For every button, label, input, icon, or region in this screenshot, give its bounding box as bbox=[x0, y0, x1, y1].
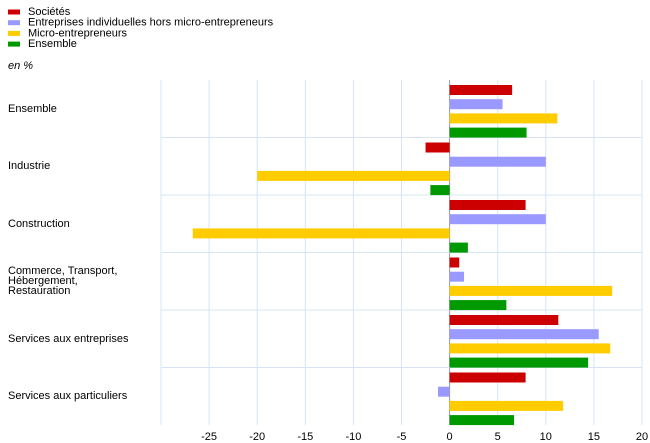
bar bbox=[449, 200, 526, 210]
legend-swatch bbox=[8, 9, 20, 15]
bar bbox=[449, 300, 507, 311]
bar bbox=[449, 400, 564, 411]
category-label: Commerce, Transport, Hébergement, Restau… bbox=[8, 265, 118, 298]
legend-label: Ensemble bbox=[28, 38, 77, 50]
legend-swatch bbox=[8, 20, 20, 26]
category-label: Services aux particuliers bbox=[8, 390, 128, 403]
x-tick-label: 15 bbox=[588, 431, 600, 443]
x-tick-label: -25 bbox=[201, 431, 217, 443]
bar bbox=[449, 343, 611, 354]
bar bbox=[449, 415, 515, 426]
bar bbox=[449, 214, 546, 225]
bar bbox=[449, 357, 589, 368]
legend-swatch bbox=[8, 30, 20, 36]
x-tick-label: 0 bbox=[447, 431, 453, 443]
bar bbox=[257, 170, 450, 181]
bar bbox=[449, 156, 546, 167]
bar bbox=[449, 85, 513, 95]
legend-label: Micro-entrepreneurs bbox=[28, 27, 128, 39]
bar bbox=[438, 386, 450, 397]
category-label: Industrie bbox=[8, 160, 51, 173]
x-tick-label: -15 bbox=[297, 431, 313, 443]
category-label: Services aux entreprises bbox=[8, 332, 129, 345]
legend-label: Sociétés bbox=[28, 6, 71, 18]
bar bbox=[449, 271, 465, 282]
bar bbox=[425, 142, 450, 153]
bar bbox=[449, 372, 526, 383]
x-tick-label: 10 bbox=[540, 431, 552, 443]
bar bbox=[449, 257, 460, 268]
bar bbox=[449, 285, 613, 296]
bar bbox=[449, 127, 527, 138]
x-tick-label: -10 bbox=[345, 431, 361, 443]
x-tick-label: 5 bbox=[495, 431, 501, 443]
legend-swatch bbox=[8, 41, 20, 47]
x-tick-label: -5 bbox=[397, 431, 407, 443]
category-label: Construction bbox=[8, 217, 70, 230]
x-tick-label: -20 bbox=[249, 431, 265, 443]
bar bbox=[449, 315, 559, 325]
bar bbox=[192, 228, 450, 239]
bar bbox=[449, 329, 599, 340]
unit-label: en % bbox=[8, 60, 33, 72]
bar bbox=[449, 242, 468, 253]
bar bbox=[430, 185, 450, 196]
bar bbox=[449, 99, 503, 110]
x-tick-label: 20 bbox=[636, 431, 648, 443]
legend-label: Entreprises individuelles hors micro-ent… bbox=[28, 17, 274, 29]
bar bbox=[449, 113, 558, 124]
category-label: Ensemble bbox=[8, 102, 57, 115]
